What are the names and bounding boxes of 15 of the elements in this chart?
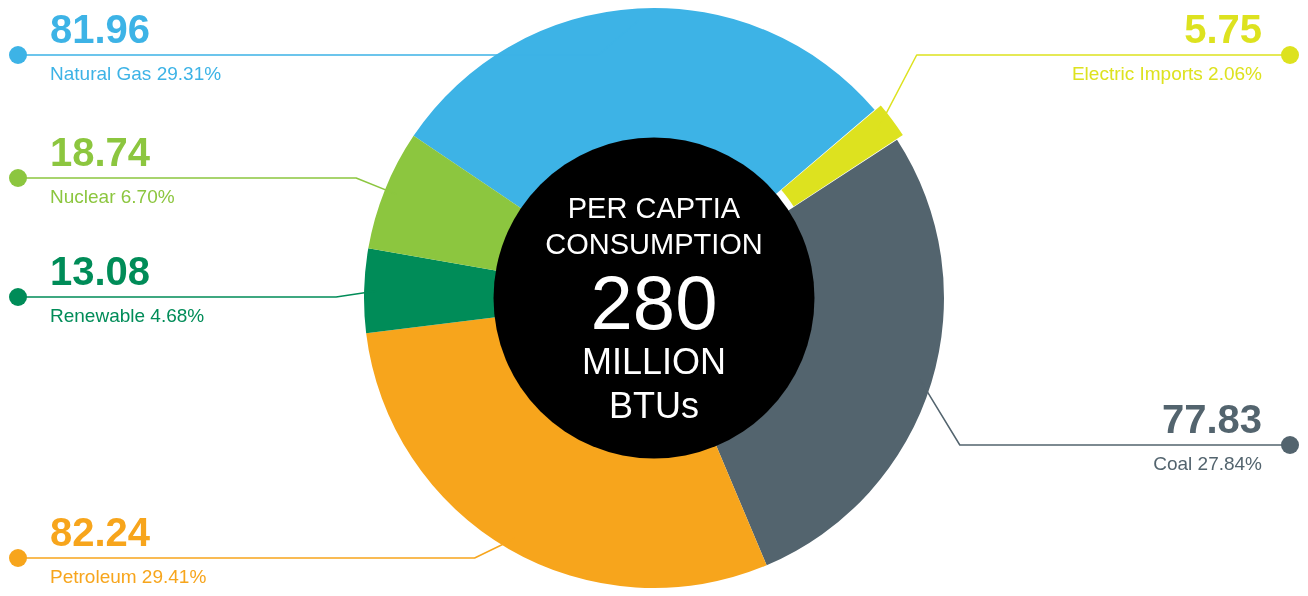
text: CONSUMPTION [545, 228, 763, 260]
slice-label: Coal 27.84% [1153, 452, 1263, 474]
data-label: 18.74 [50, 130, 151, 174]
data-label: 81.96 [50, 7, 151, 51]
data-label: 77.83 [1161, 397, 1262, 441]
text: PER CAPTIA [567, 192, 741, 224]
text: BTUs [609, 384, 699, 426]
slice-label: Renewable 4.68% [50, 304, 205, 326]
slice-label: Natural Gas 29.31% [50, 62, 222, 84]
slice-label: Nuclear 6.70% [50, 185, 175, 207]
data-label: 5.75 [1184, 7, 1262, 51]
data-label: 13.08 [50, 249, 151, 293]
slice-label: Petroleum 29.41% [50, 565, 207, 587]
slice-label: Electric Imports 2.06% [1071, 62, 1263, 84]
data-label: 82.24 [50, 510, 151, 554]
